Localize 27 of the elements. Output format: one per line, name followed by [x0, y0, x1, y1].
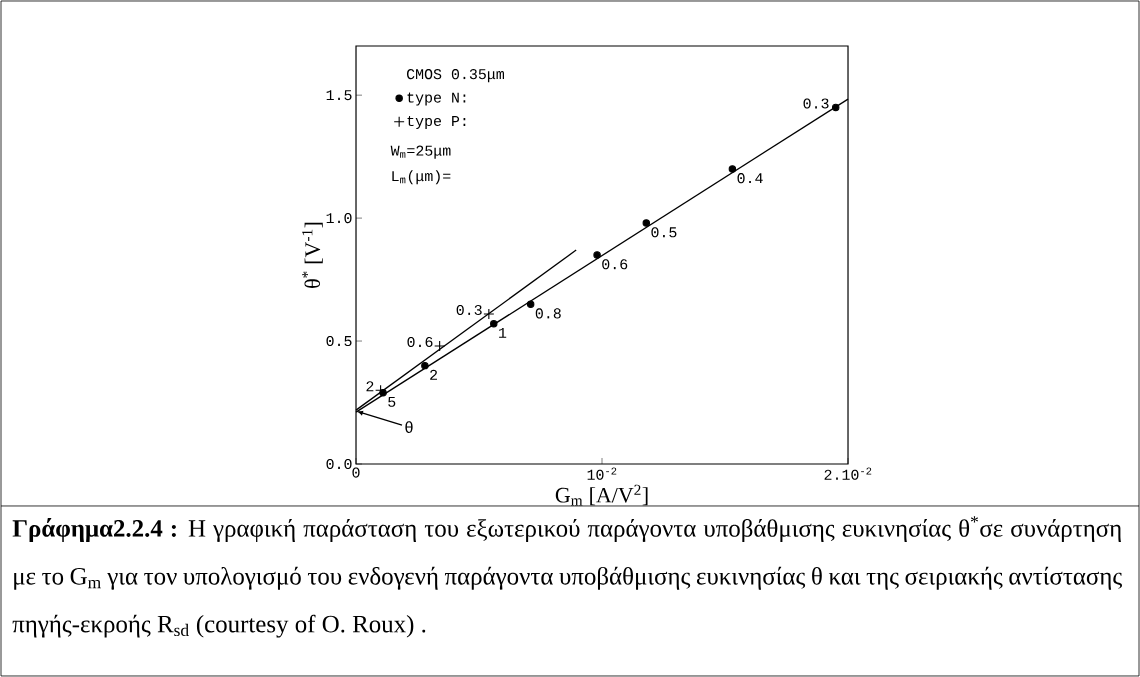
annotation: 5: [388, 396, 396, 407]
annotation: 0.3: [456, 304, 482, 316]
annotation: 0.8: [535, 308, 561, 319]
legend-label: type P:: [407, 115, 466, 130]
x-tick-label: 2.10$^{-2}$: [824, 467, 872, 480]
annotation: 0.3: [803, 98, 829, 109]
annotation: 0.4: [737, 173, 763, 184]
legend-label: type N:: [407, 92, 466, 106]
annotation: θ: [405, 421, 413, 433]
annotation: L$_{m}$(μm)=: [392, 170, 451, 185]
annotation: 2: [366, 381, 374, 392]
annotation: 2: [430, 369, 437, 380]
y-tick-label: 0.0: [326, 458, 352, 470]
annotation: 0.5: [651, 227, 677, 238]
annotation: 0.6: [602, 259, 628, 270]
annotation: 0.6: [407, 336, 433, 348]
text: Γράφημα2.2.4 : Η γραφική παράσταση του εξωτερικού παράγοντα υποβάθμισης ευκινησίας θ$^{*}$σε συνάρτηση με το G$_{m}$ για τον υπολογισμό του ενδογενή παράγοντα υποβάθμισης ευκινησίας θ και της σειριακής αντίστασης πηγής-εκροής R$_{sd}$ (courtesy of O. Roux) .: [12, 516, 1122, 638]
annotation: 1: [499, 328, 507, 338]
y-tick-label: 1.0: [326, 213, 352, 224]
x-tick-label: 10$^{-2}$: [587, 467, 617, 480]
y-tick-label: 0.5: [326, 335, 352, 347]
x-tick-label: 0: [352, 467, 360, 478]
annotation: W$_{m}$=25μm: [390, 145, 451, 159]
legend-title: CMOS 0.35μm: [406, 69, 504, 83]
y-tick-label: 1.5: [326, 90, 352, 101]
y-axis-title: θ$^{*}$ [V$^{-1}$]: [302, 222, 323, 288]
x-axis-title: G$_{m}$ [A/V$^{2}$]: [555, 484, 648, 506]
